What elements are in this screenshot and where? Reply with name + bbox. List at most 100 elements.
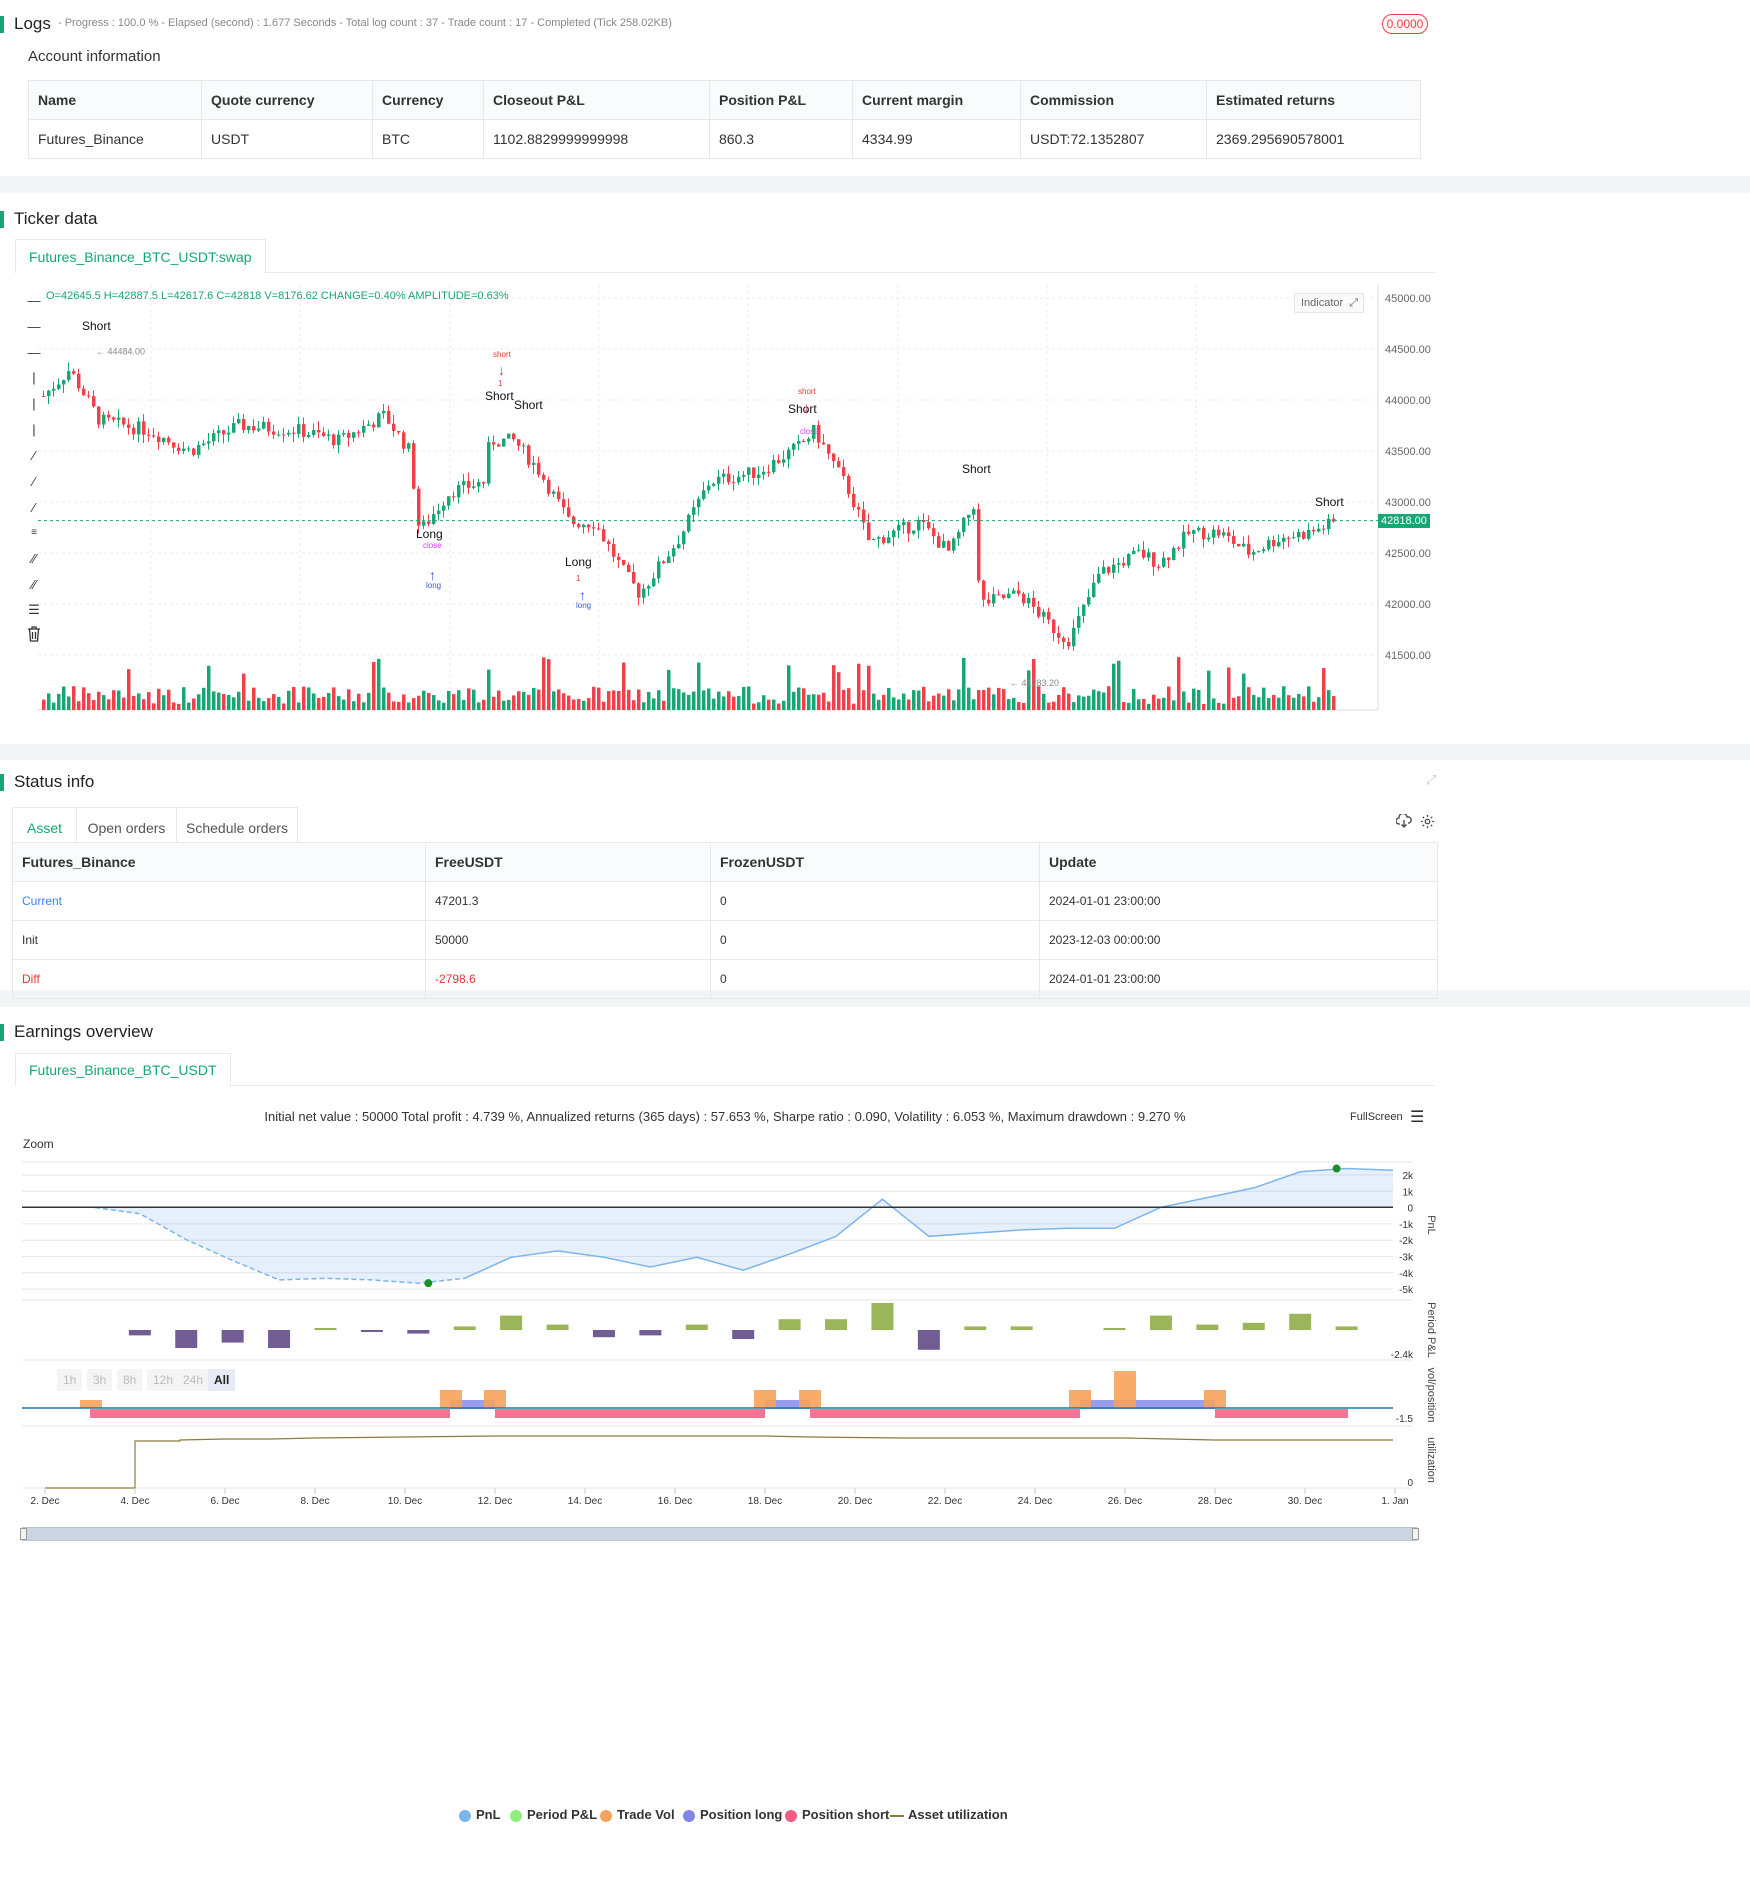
volume-bar — [372, 661, 376, 710]
candle-body — [852, 493, 856, 508]
volume-bar — [1062, 687, 1066, 710]
zoom-1h[interactable]: 1h — [57, 1369, 83, 1391]
candle-body — [1197, 527, 1201, 531]
account-table: Name Quote currency Currency Closeout P&… — [28, 80, 1421, 159]
table-cell: USDT:72.1352807 — [1020, 119, 1207, 159]
legend-trade-vol[interactable]: Trade Vol — [617, 1807, 675, 1822]
candle-body — [197, 444, 201, 455]
horizontal-line-icon[interactable]: — — [27, 293, 41, 308]
zoom-8h[interactable]: 8h — [117, 1369, 143, 1391]
legend-period-pnl[interactable]: Period P&L — [527, 1807, 598, 1822]
candle-body — [1202, 527, 1206, 540]
navigator-handle-right[interactable] — [1412, 1528, 1419, 1540]
volume-bar — [1307, 686, 1311, 710]
volume-bar — [932, 695, 936, 710]
tab-asset[interactable]: Asset — [12, 807, 77, 847]
candle-body — [577, 524, 581, 528]
navigator-handle-left[interactable] — [20, 1528, 27, 1540]
menu-icon[interactable]: ☰ — [1410, 1109, 1425, 1126]
volume-bar — [297, 702, 301, 710]
tab-ticker-symbol[interactable]: Futures_Binance_BTC_USDT:swap — [15, 239, 266, 273]
horizontal-ray-icon[interactable]: — — [27, 319, 41, 334]
candle-body — [1232, 536, 1236, 544]
volume-bar — [1192, 688, 1196, 710]
collapse-icon[interactable]: ⤢ — [1426, 772, 1437, 787]
volume-bar — [847, 688, 851, 710]
expand-icon[interactable]: ⤢ — [1349, 297, 1358, 309]
tab-schedule-orders[interactable]: Schedule orders — [176, 807, 298, 847]
candle-body — [1267, 540, 1271, 550]
legend-pnl[interactable]: PnL — [476, 1807, 501, 1822]
download-icon[interactable] — [1395, 812, 1412, 831]
vertical-ray-icon[interactable]: | — [32, 396, 36, 411]
legend-position-long[interactable]: Position long — [700, 1807, 783, 1822]
tab-earnings-symbol[interactable]: Futures_Binance_BTC_USDT — [15, 1053, 231, 1086]
candle-body — [277, 434, 281, 436]
volume-bar — [887, 688, 891, 710]
volume-bar — [1047, 702, 1051, 710]
candle-body — [527, 445, 531, 465]
period-pnl-bar — [546, 1324, 569, 1330]
volume-bar — [837, 672, 841, 710]
volume-bar — [1002, 689, 1006, 710]
fib-lines-icon[interactable]: ☰ — [28, 602, 40, 617]
volume-bar — [242, 673, 246, 710]
candle-body — [127, 424, 131, 428]
trend-line-icon[interactable]: ∕ — [32, 448, 36, 463]
volume-bar — [947, 689, 951, 710]
y-tick-label: 2k — [1402, 1171, 1414, 1182]
volume-bar — [337, 696, 341, 710]
y-tick-label: 44000.00 — [1385, 395, 1431, 407]
segment-line-icon[interactable]: ∕ — [32, 500, 36, 515]
zoom-3h[interactable]: 3h — [87, 1369, 113, 1391]
gear-icon[interactable] — [1420, 814, 1435, 832]
volume-bar — [922, 686, 926, 710]
zoom-all[interactable]: All — [208, 1369, 236, 1391]
vertical-segment-icon[interactable]: | — [32, 422, 36, 437]
volume-bar — [1092, 689, 1096, 710]
volume-bar — [672, 688, 676, 710]
horizontal-segment-icon[interactable]: — — [27, 345, 41, 360]
candle-body — [117, 417, 121, 420]
volume-bar — [342, 699, 346, 710]
indicator-button[interactable]: Indicator ⤢ — [1294, 293, 1364, 313]
vertical-line-icon[interactable]: | — [32, 370, 36, 385]
tab-open-orders[interactable]: Open orders — [76, 807, 177, 847]
candle-body — [967, 514, 971, 518]
logs-badge[interactable]: 0.0000 — [1382, 14, 1428, 34]
navigator[interactable] — [20, 1527, 1419, 1541]
x-tick-label: 26. Dec — [1108, 1496, 1142, 1507]
candlestick-chart[interactable]: 45000.00 44500.00 44000.00 43500.00 43000.00… — [38, 285, 1438, 715]
y-tick-label: -2.4k — [1391, 1350, 1414, 1361]
fullscreen-button[interactable]: FullScreen — [1350, 1111, 1403, 1123]
period-pnl-bar — [732, 1330, 755, 1339]
volume-bar — [72, 686, 76, 710]
volume-bar — [767, 699, 771, 710]
candle-body — [1277, 541, 1281, 547]
candle-body — [382, 410, 386, 414]
zoom-12h[interactable]: 12h — [147, 1369, 180, 1391]
candle-body — [737, 476, 741, 483]
trash-icon[interactable] — [24, 626, 44, 646]
fibonacci-icon[interactable]: ⁄⁄ — [31, 577, 37, 592]
volume-bar — [892, 697, 896, 710]
volume-bar — [662, 700, 666, 710]
status-panel: Status info ⤢ Asset Open orders Schedule… — [0, 760, 1750, 999]
earnings-chart[interactable]: 2k 1k 0 -1k -2k -3k -4k -5k -2.4k -1.5 0 PnL Period … — [0, 1160, 1450, 1540]
legend-position-short[interactable]: Position short — [802, 1807, 890, 1822]
volume-bar — [332, 687, 336, 710]
price-line-icon[interactable]: ≡ — [31, 527, 37, 538]
row-label-current[interactable]: Current — [12, 881, 426, 921]
trade-vol-bar — [440, 1390, 462, 1408]
zoom-24h[interactable]: 24h — [177, 1369, 210, 1391]
ray-line-icon[interactable]: ∕ — [32, 474, 36, 489]
candle-body — [807, 438, 811, 442]
legend-asset-utilization[interactable]: Asset utilization — [908, 1807, 1008, 1822]
candle-body — [1042, 611, 1046, 617]
table-header-row: Futures_Binance FreeUSDT FrozenUSDT Upda… — [12, 842, 1438, 882]
volume-bar — [1017, 702, 1021, 710]
volume-bar — [237, 691, 241, 710]
volume-bar — [1037, 686, 1041, 710]
parallel-channel-icon[interactable]: ⁄⁄ — [31, 551, 37, 566]
x-tick-label: 18. Dec — [748, 1496, 782, 1507]
